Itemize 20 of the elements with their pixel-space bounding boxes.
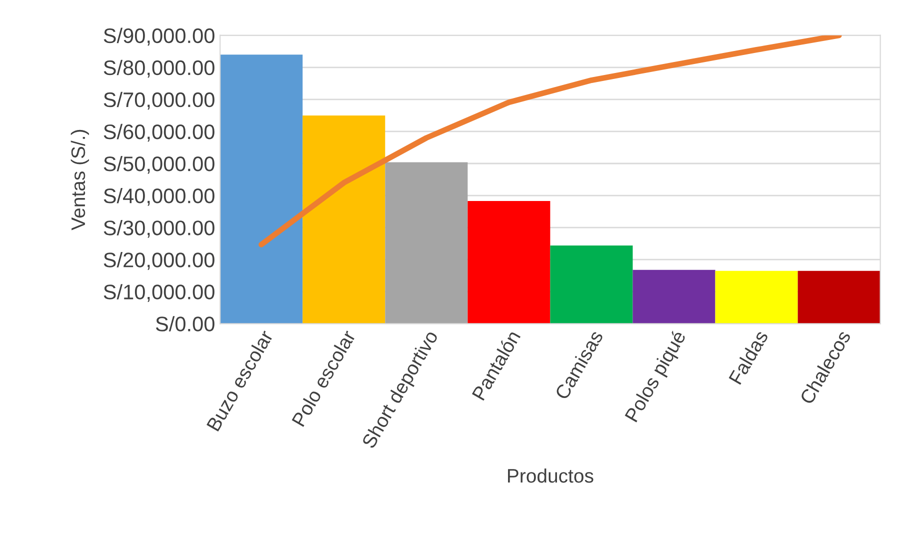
bar [220, 54, 303, 324]
y-tick-label: S/70,000.00 [104, 92, 214, 110]
bar [715, 270, 798, 324]
bar [385, 162, 468, 324]
y-axis-title: Ventas (S/.) [70, 130, 89, 230]
y-tick-label: S/60,000.00 [104, 124, 214, 142]
y-tick-label: S/10,000.00 [104, 284, 214, 302]
y-tick-label: S/0.00 [156, 316, 214, 332]
y-tick-label: S/80,000.00 [104, 60, 214, 78]
y-tick-label: S/20,000.00 [104, 252, 214, 270]
bar [798, 270, 880, 324]
bar [302, 115, 386, 324]
y-tick-label: S/50,000.00 [104, 156, 214, 174]
y-tick-label: S/40,000.00 [104, 188, 214, 206]
bar [632, 270, 716, 324]
y-tick-label: S/90,000.00 [104, 28, 214, 46]
bar [550, 246, 633, 324]
bar [468, 200, 550, 324]
x-axis-title: Productos [508, 468, 594, 483]
y-tick-label: S/30,000.00 [104, 220, 214, 238]
